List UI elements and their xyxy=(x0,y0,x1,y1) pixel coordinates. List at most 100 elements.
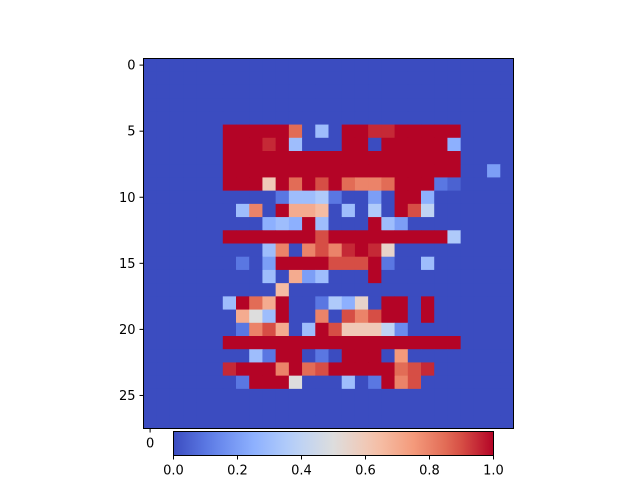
heatmap-cell xyxy=(302,283,316,297)
heatmap-cell xyxy=(328,190,343,205)
heatmap-cell xyxy=(421,309,435,324)
heatmap-cell xyxy=(368,309,382,324)
heatmap-cell xyxy=(368,151,382,165)
heatmap-cell xyxy=(222,230,237,244)
heatmap-cell xyxy=(183,230,197,244)
heatmap-cell xyxy=(341,402,356,416)
heatmap-cell xyxy=(487,217,501,231)
heatmap-cell xyxy=(169,111,184,125)
heatmap-cell xyxy=(381,283,395,297)
heatmap-cell xyxy=(196,84,210,99)
heatmap-cell xyxy=(143,230,158,244)
heatmap-cell xyxy=(169,269,184,284)
heatmap-cell xyxy=(196,256,210,271)
heatmap-cell xyxy=(196,71,210,86)
heatmap-cell xyxy=(143,362,158,377)
heatmap-cell xyxy=(302,322,316,337)
heatmap-cell xyxy=(473,243,488,258)
heatmap-cell xyxy=(275,362,290,377)
heatmap-cell xyxy=(354,309,369,324)
heatmap-cell xyxy=(302,415,316,429)
heatmap-cell xyxy=(447,375,462,390)
heatmap-cell xyxy=(169,309,184,324)
heatmap-cell xyxy=(183,217,197,231)
heatmap-cell xyxy=(209,402,224,416)
heatmap-cell xyxy=(328,98,343,112)
heatmap-cell xyxy=(341,98,356,112)
heatmap-cell xyxy=(487,58,501,73)
heatmap-cell xyxy=(156,84,171,99)
heatmap-cell xyxy=(381,230,395,244)
heatmap-cell xyxy=(209,203,224,218)
heatmap-cell xyxy=(156,283,171,297)
heatmap-cell xyxy=(222,243,237,258)
heatmap-cell xyxy=(460,137,475,152)
heatmap-cell xyxy=(328,415,343,429)
heatmap-cell xyxy=(302,243,316,258)
heatmap-cell xyxy=(288,111,303,125)
heatmap-cell xyxy=(262,217,277,231)
heatmap-cell xyxy=(328,71,343,86)
heatmap-cell xyxy=(341,322,356,337)
heatmap-cell xyxy=(249,137,263,152)
heatmap-cell xyxy=(222,190,237,205)
heatmap-cell xyxy=(222,98,237,112)
heatmap-cell xyxy=(407,296,422,310)
heatmap-cell xyxy=(460,388,475,403)
heatmap-cell xyxy=(487,402,501,416)
heatmap-cell xyxy=(487,256,501,271)
heatmap-cell xyxy=(156,230,171,244)
heatmap-cell xyxy=(288,243,303,258)
heatmap-cell xyxy=(434,388,448,403)
heatmap-cell xyxy=(222,203,237,218)
heatmap-cell xyxy=(421,151,435,165)
heatmap-cell xyxy=(421,296,435,310)
heatmap-cell xyxy=(394,151,409,165)
heatmap-cell xyxy=(394,269,409,284)
heatmap-cell xyxy=(196,375,210,390)
heatmap-cell xyxy=(222,322,237,337)
heatmap-cell xyxy=(328,203,343,218)
heatmap-cell xyxy=(447,58,462,73)
heatmap-cell xyxy=(249,58,263,73)
heatmap-cell xyxy=(183,415,197,429)
heatmap-cell xyxy=(275,203,290,218)
heatmap-cell xyxy=(249,362,263,377)
heatmap-cell xyxy=(473,415,488,429)
heatmap-cell xyxy=(143,137,158,152)
heatmap-cell xyxy=(288,151,303,165)
heatmap-cell xyxy=(169,98,184,112)
heatmap-cell xyxy=(143,98,158,112)
heatmap-cell xyxy=(407,164,422,178)
heatmap-cell xyxy=(341,177,356,192)
heatmap-cell xyxy=(368,283,382,297)
heatmap-cell xyxy=(262,256,277,271)
heatmap-cell xyxy=(368,415,382,429)
heatmap-cell xyxy=(421,283,435,297)
heatmap-cell xyxy=(434,177,448,192)
heatmap-cell xyxy=(447,388,462,403)
heatmap-cell xyxy=(302,336,316,350)
heatmap-cell xyxy=(434,124,448,139)
heatmap-cell xyxy=(473,322,488,337)
heatmap-cell xyxy=(236,375,250,390)
heatmap-cell xyxy=(156,203,171,218)
heatmap-cell xyxy=(222,309,237,324)
heatmap-cell xyxy=(500,415,514,429)
heatmap-cell xyxy=(381,217,395,231)
heatmap-cell xyxy=(236,309,250,324)
heatmap-cell xyxy=(209,71,224,86)
heatmap-cell xyxy=(209,362,224,377)
heatmap-cell xyxy=(183,283,197,297)
heatmap-cell xyxy=(315,137,329,152)
heatmap-cell xyxy=(156,309,171,324)
heatmap-cell xyxy=(196,309,210,324)
heatmap-cell xyxy=(381,322,395,337)
heatmap-cell xyxy=(381,256,395,271)
heatmap-cell xyxy=(434,362,448,377)
heatmap-cell xyxy=(222,349,237,363)
heatmap-cell xyxy=(394,309,409,324)
heatmap-cell xyxy=(460,217,475,231)
heatmap-cell xyxy=(249,309,263,324)
heatmap-cell xyxy=(500,256,514,271)
